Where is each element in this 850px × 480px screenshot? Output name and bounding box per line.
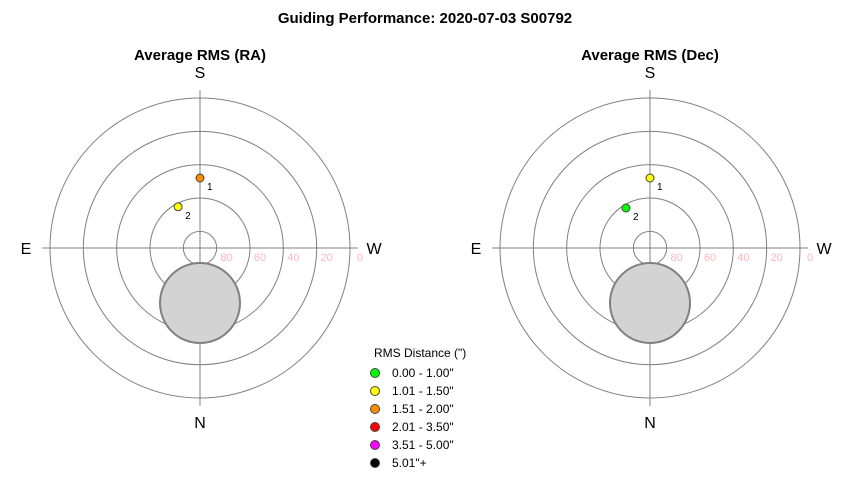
data-point	[195, 173, 205, 183]
legend-label: 1.51 - 2.00"	[392, 402, 454, 416]
legend-item: 0.00 - 1.00"	[366, 364, 496, 382]
direction-label-bottom: N	[644, 415, 656, 432]
data-point	[645, 173, 655, 183]
direction-label-right: W	[816, 241, 832, 258]
data-point-label: 2	[633, 212, 639, 223]
radial-tick-label: 20	[771, 252, 783, 264]
radial-tick-label: 0	[357, 252, 363, 264]
blocked-region	[159, 262, 241, 344]
legend-swatch	[370, 404, 380, 414]
legend-label: 0.00 - 1.00"	[392, 366, 454, 380]
legend-item: 1.51 - 2.00"	[366, 400, 496, 418]
radial-tick-label: 80	[671, 252, 683, 264]
polar-plot: Average RMS (Dec) 80 60 40 20 0 S N E W 1 2	[471, 47, 833, 432]
legend-swatch	[370, 386, 380, 396]
radial-tick-label: 0	[807, 252, 813, 264]
direction-label-left: E	[21, 241, 32, 258]
legend-item: 2.01 - 3.50"	[366, 418, 496, 436]
data-point-label: 1	[207, 182, 213, 193]
data-point	[173, 202, 183, 212]
radial-tick-label: 60	[254, 252, 266, 264]
polar-chart-ra: Average RMS (RA) 80 60 40 20 0 S N E W 1 2	[0, 40, 400, 480]
blocked-region	[609, 262, 691, 344]
radial-tick-label: 40	[737, 252, 749, 264]
radial-tick-label: 60	[704, 252, 716, 264]
legend-item: 5.01"+	[366, 454, 496, 472]
data-point	[621, 203, 631, 213]
legend: RMS Distance (") 0.00 - 1.00" 1.01 - 1.50…	[366, 346, 496, 472]
chart-title: Average RMS (Dec)	[581, 47, 719, 64]
radial-tick-label: 40	[287, 252, 299, 264]
data-point-label: 2	[185, 211, 191, 222]
legend-swatch	[370, 368, 380, 378]
legend-items: 0.00 - 1.00" 1.01 - 1.50" 1.51 - 2.00" 2.01…	[366, 364, 496, 472]
chart-title: Average RMS (RA)	[134, 47, 266, 64]
direction-label-left: E	[471, 241, 482, 258]
data-point-label: 1	[657, 182, 663, 193]
legend-item: 3.51 - 5.00"	[366, 436, 496, 454]
polar-chart-dec: Average RMS (Dec) 80 60 40 20 0 S N E W 1 2	[450, 40, 850, 480]
main-title: Guiding Performance: 2020-07-03 S00792	[277, 10, 573, 27]
polar-plot: Average RMS (RA) 80 60 40 20 0 S N E W 1 2	[21, 47, 383, 432]
radial-tick-label: 20	[321, 252, 333, 264]
legend-label: 2.01 - 3.50"	[392, 420, 454, 434]
direction-label-top: S	[645, 65, 656, 82]
legend-label: 5.01"+	[392, 456, 427, 470]
legend-label: 3.51 - 5.00"	[392, 438, 454, 452]
legend-swatch	[370, 422, 380, 432]
legend-title: RMS Distance (")	[374, 346, 467, 360]
radial-tick-label: 80	[221, 252, 233, 264]
legend-label: 1.01 - 1.50"	[392, 384, 454, 398]
legend-swatch	[370, 458, 380, 468]
direction-label-top: S	[195, 65, 206, 82]
direction-label-right: W	[366, 241, 382, 258]
direction-label-bottom: N	[194, 415, 206, 432]
legend-item: 1.01 - 1.50"	[366, 382, 496, 400]
legend-swatch	[370, 440, 380, 450]
